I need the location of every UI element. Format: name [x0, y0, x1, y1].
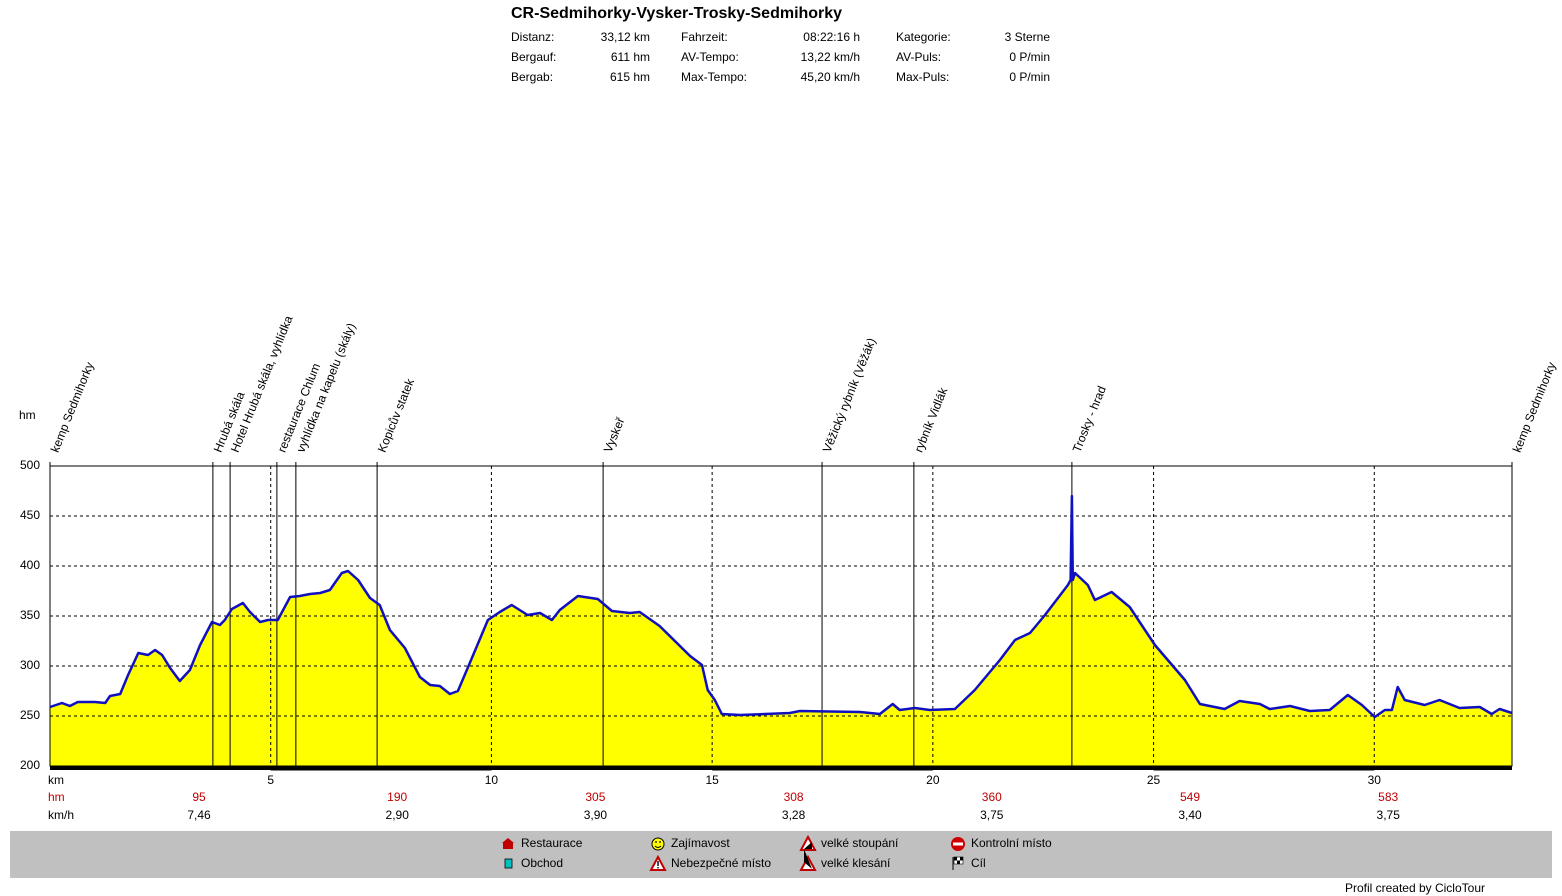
icon-stoupani: [799, 834, 817, 851]
summary-value: 308: [784, 790, 804, 804]
legend-label: Restaurace: [521, 836, 583, 850]
summary-value: 3,90: [584, 808, 608, 822]
x-tick-label: 20: [926, 773, 940, 787]
waypoint-label: rybník Vidlák: [912, 385, 951, 455]
x-tick-label: 15: [705, 773, 719, 787]
legend-label: Kontrolní místo: [971, 836, 1052, 850]
y-tick-label: 500: [20, 458, 40, 472]
stat-label: Bergab:: [511, 70, 553, 84]
x-tick-label: 30: [1368, 773, 1382, 787]
summary-value: 583: [1378, 790, 1398, 804]
stat-label: Max-Tempo:: [681, 70, 747, 84]
stat-value: 615 hm: [610, 70, 650, 84]
y-tick-label: 450: [20, 508, 40, 522]
waypoint-label: Trosky - hrad: [1070, 384, 1109, 454]
icon-nebezpecne: [649, 854, 667, 871]
stat-value: 08:22:16 h: [803, 30, 860, 44]
stat-label: Fahrzeit:: [681, 30, 728, 44]
summary-value: 3,75: [980, 808, 1004, 822]
stat-label: Distanz:: [511, 30, 554, 44]
legend-label: Cíl: [971, 856, 986, 870]
icon-restaurace: [502, 838, 514, 849]
stat-label: Kategorie:: [896, 30, 951, 44]
legend-label: Zajímavost: [671, 836, 730, 850]
stat-value: 45,20 km/h: [801, 70, 860, 84]
summary-value: 3,40: [1178, 808, 1202, 822]
stat-label: Bergauf:: [511, 50, 556, 64]
summary-value: 360: [982, 790, 1002, 804]
waypoint-label: kemp Sedmihorky: [1510, 360, 1559, 454]
footer: Profil created by CicloTour: [1345, 881, 1485, 895]
legend-label: velké klesání: [821, 856, 891, 870]
stat-label: AV-Tempo:: [681, 50, 739, 64]
waypoint-label: Věžický rybník (Věžák): [820, 336, 879, 454]
summary-value: 190: [387, 790, 407, 804]
stat-value: 33,12 km: [601, 30, 650, 44]
stat-value: 3 Sterne: [1005, 30, 1051, 44]
legend-background: [10, 831, 1552, 878]
y-tick-label: 400: [20, 558, 40, 572]
summary-label: km/h: [48, 808, 74, 822]
summary-value: 305: [585, 790, 605, 804]
icon-kontrolni: [951, 837, 965, 851]
summary-value: 3,28: [782, 808, 806, 822]
icon-klesani: [799, 849, 817, 871]
elevation-line: [49, 494, 1513, 719]
summary-value: 3,75: [1377, 808, 1401, 822]
legend-label: velké stoupání: [821, 836, 899, 850]
elevation-area: [50, 496, 1512, 766]
waypoint-label: Kopicův statek: [375, 376, 418, 455]
legend: Restaurace Obchod Zajímavost Nebezpečné mís…: [10, 831, 1552, 878]
waypoint-label: kemp Sedmihorky: [48, 360, 97, 454]
x-tick-label: 25: [1147, 773, 1161, 787]
stat-value: 0 P/min: [1009, 50, 1050, 64]
legend-label: Nebezpečné místo: [671, 856, 771, 870]
x-tick-label: 5: [267, 773, 274, 787]
legend-label: Obchod: [521, 856, 563, 870]
y-axis-label: hm: [19, 408, 36, 422]
waypoint-label: Vyskeř: [601, 415, 628, 455]
icon-cil: [952, 856, 964, 870]
title: CR-Sedmihorky-Vysker-Trosky-Sedmihorky: [511, 5, 842, 22]
stat-value: 13,22 km/h: [801, 50, 860, 64]
x-axis-label: km: [48, 773, 64, 787]
summary-value: 2,90: [386, 808, 410, 822]
icon-obchod: [504, 858, 513, 869]
stat-label: Max-Puls:: [896, 70, 949, 84]
stat-value: 611 hm: [611, 50, 650, 64]
y-tick-label: 300: [20, 658, 40, 672]
summary-value: 95: [192, 790, 206, 804]
icon-zajimavost: [651, 837, 665, 851]
summary-value: 7,46: [187, 808, 211, 822]
y-tick-label: 200: [20, 758, 40, 772]
summary-label: hm: [48, 790, 65, 804]
stat-label: AV-Puls:: [896, 50, 941, 64]
summary-value: 549: [1180, 790, 1200, 804]
x-tick-label: 10: [485, 773, 499, 787]
y-tick-label: 250: [20, 708, 40, 722]
stat-value: 0 P/min: [1009, 70, 1050, 84]
y-tick-label: 350: [20, 608, 40, 622]
